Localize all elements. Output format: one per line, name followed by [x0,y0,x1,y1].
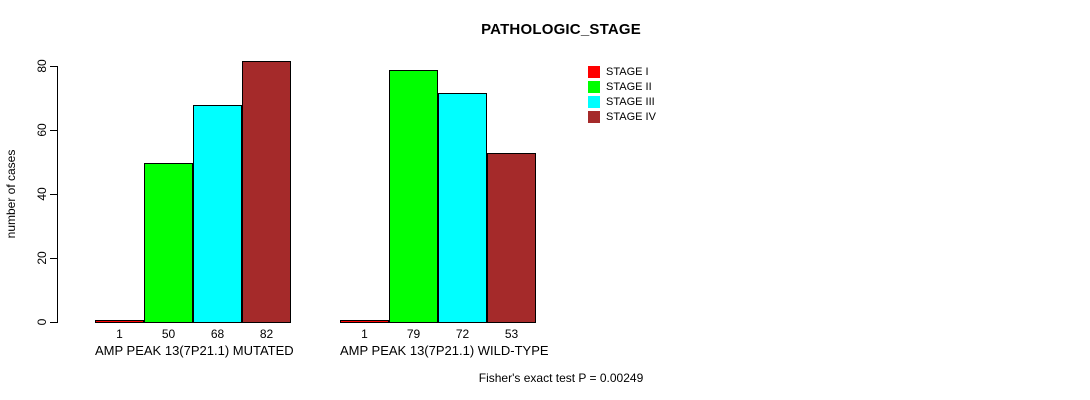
bar-stage-iv [487,153,536,323]
legend-label: STAGE I [606,65,649,78]
y-tick-label: 0 [35,318,49,326]
bar-value-label: 79 [406,327,421,341]
y-axis-label: number of cases [4,149,18,239]
y-tick-label: 40 [35,187,49,201]
y-tick-mark [50,258,57,259]
legend-swatch-icon [588,65,600,78]
legend-swatch-icon [588,110,600,123]
bar-stage-i [95,320,144,323]
legend-label: STAGE II [606,80,652,93]
bar-stage-ii [144,163,193,323]
legend-item: STAGE II [588,79,656,94]
y-tick-mark [50,66,57,67]
bar-value-label: 68 [210,327,225,341]
bar-value-label: 72 [455,327,470,341]
legend: STAGE I STAGE II STAGE III STAGE IV [588,64,656,124]
y-tick-label: 80 [35,59,49,73]
bar-stage-iii [438,93,487,323]
bar-stage-i [340,320,389,323]
bar-value-label: 82 [259,327,274,341]
y-tick-mark [50,194,57,195]
group-label-wild-type: AMP PEAK 13(7P21.1) WILD-TYPE [340,343,549,358]
y-tick-mark [50,322,57,323]
legend-swatch-icon [588,80,600,93]
bar-stage-ii [389,70,438,323]
y-tick-label: 20 [35,251,49,265]
chart-title: PATHOLOGIC_STAGE [481,21,641,38]
legend-item: STAGE III [588,94,656,109]
legend-item: STAGE IV [588,109,656,124]
legend-label: STAGE IV [606,110,656,123]
legend-swatch-icon [588,95,600,108]
bar-value-label: 50 [161,327,176,341]
legend-label: STAGE III [606,95,655,108]
bar-value-label: 1 [116,327,123,341]
legend-item: STAGE I [588,64,656,79]
bar-stage-iv [242,61,291,323]
bar-stage-iii [193,105,242,323]
fisher-test-annotation: Fisher's exact test P = 0.00249 [478,371,644,385]
y-tick-label: 60 [35,123,49,137]
bar-value-label: 1 [361,327,368,341]
bar-value-label: 53 [504,327,519,341]
group-label-mutated: AMP PEAK 13(7P21.1) MUTATED [95,343,294,358]
y-tick-mark [50,130,57,131]
y-axis-line [57,66,58,323]
